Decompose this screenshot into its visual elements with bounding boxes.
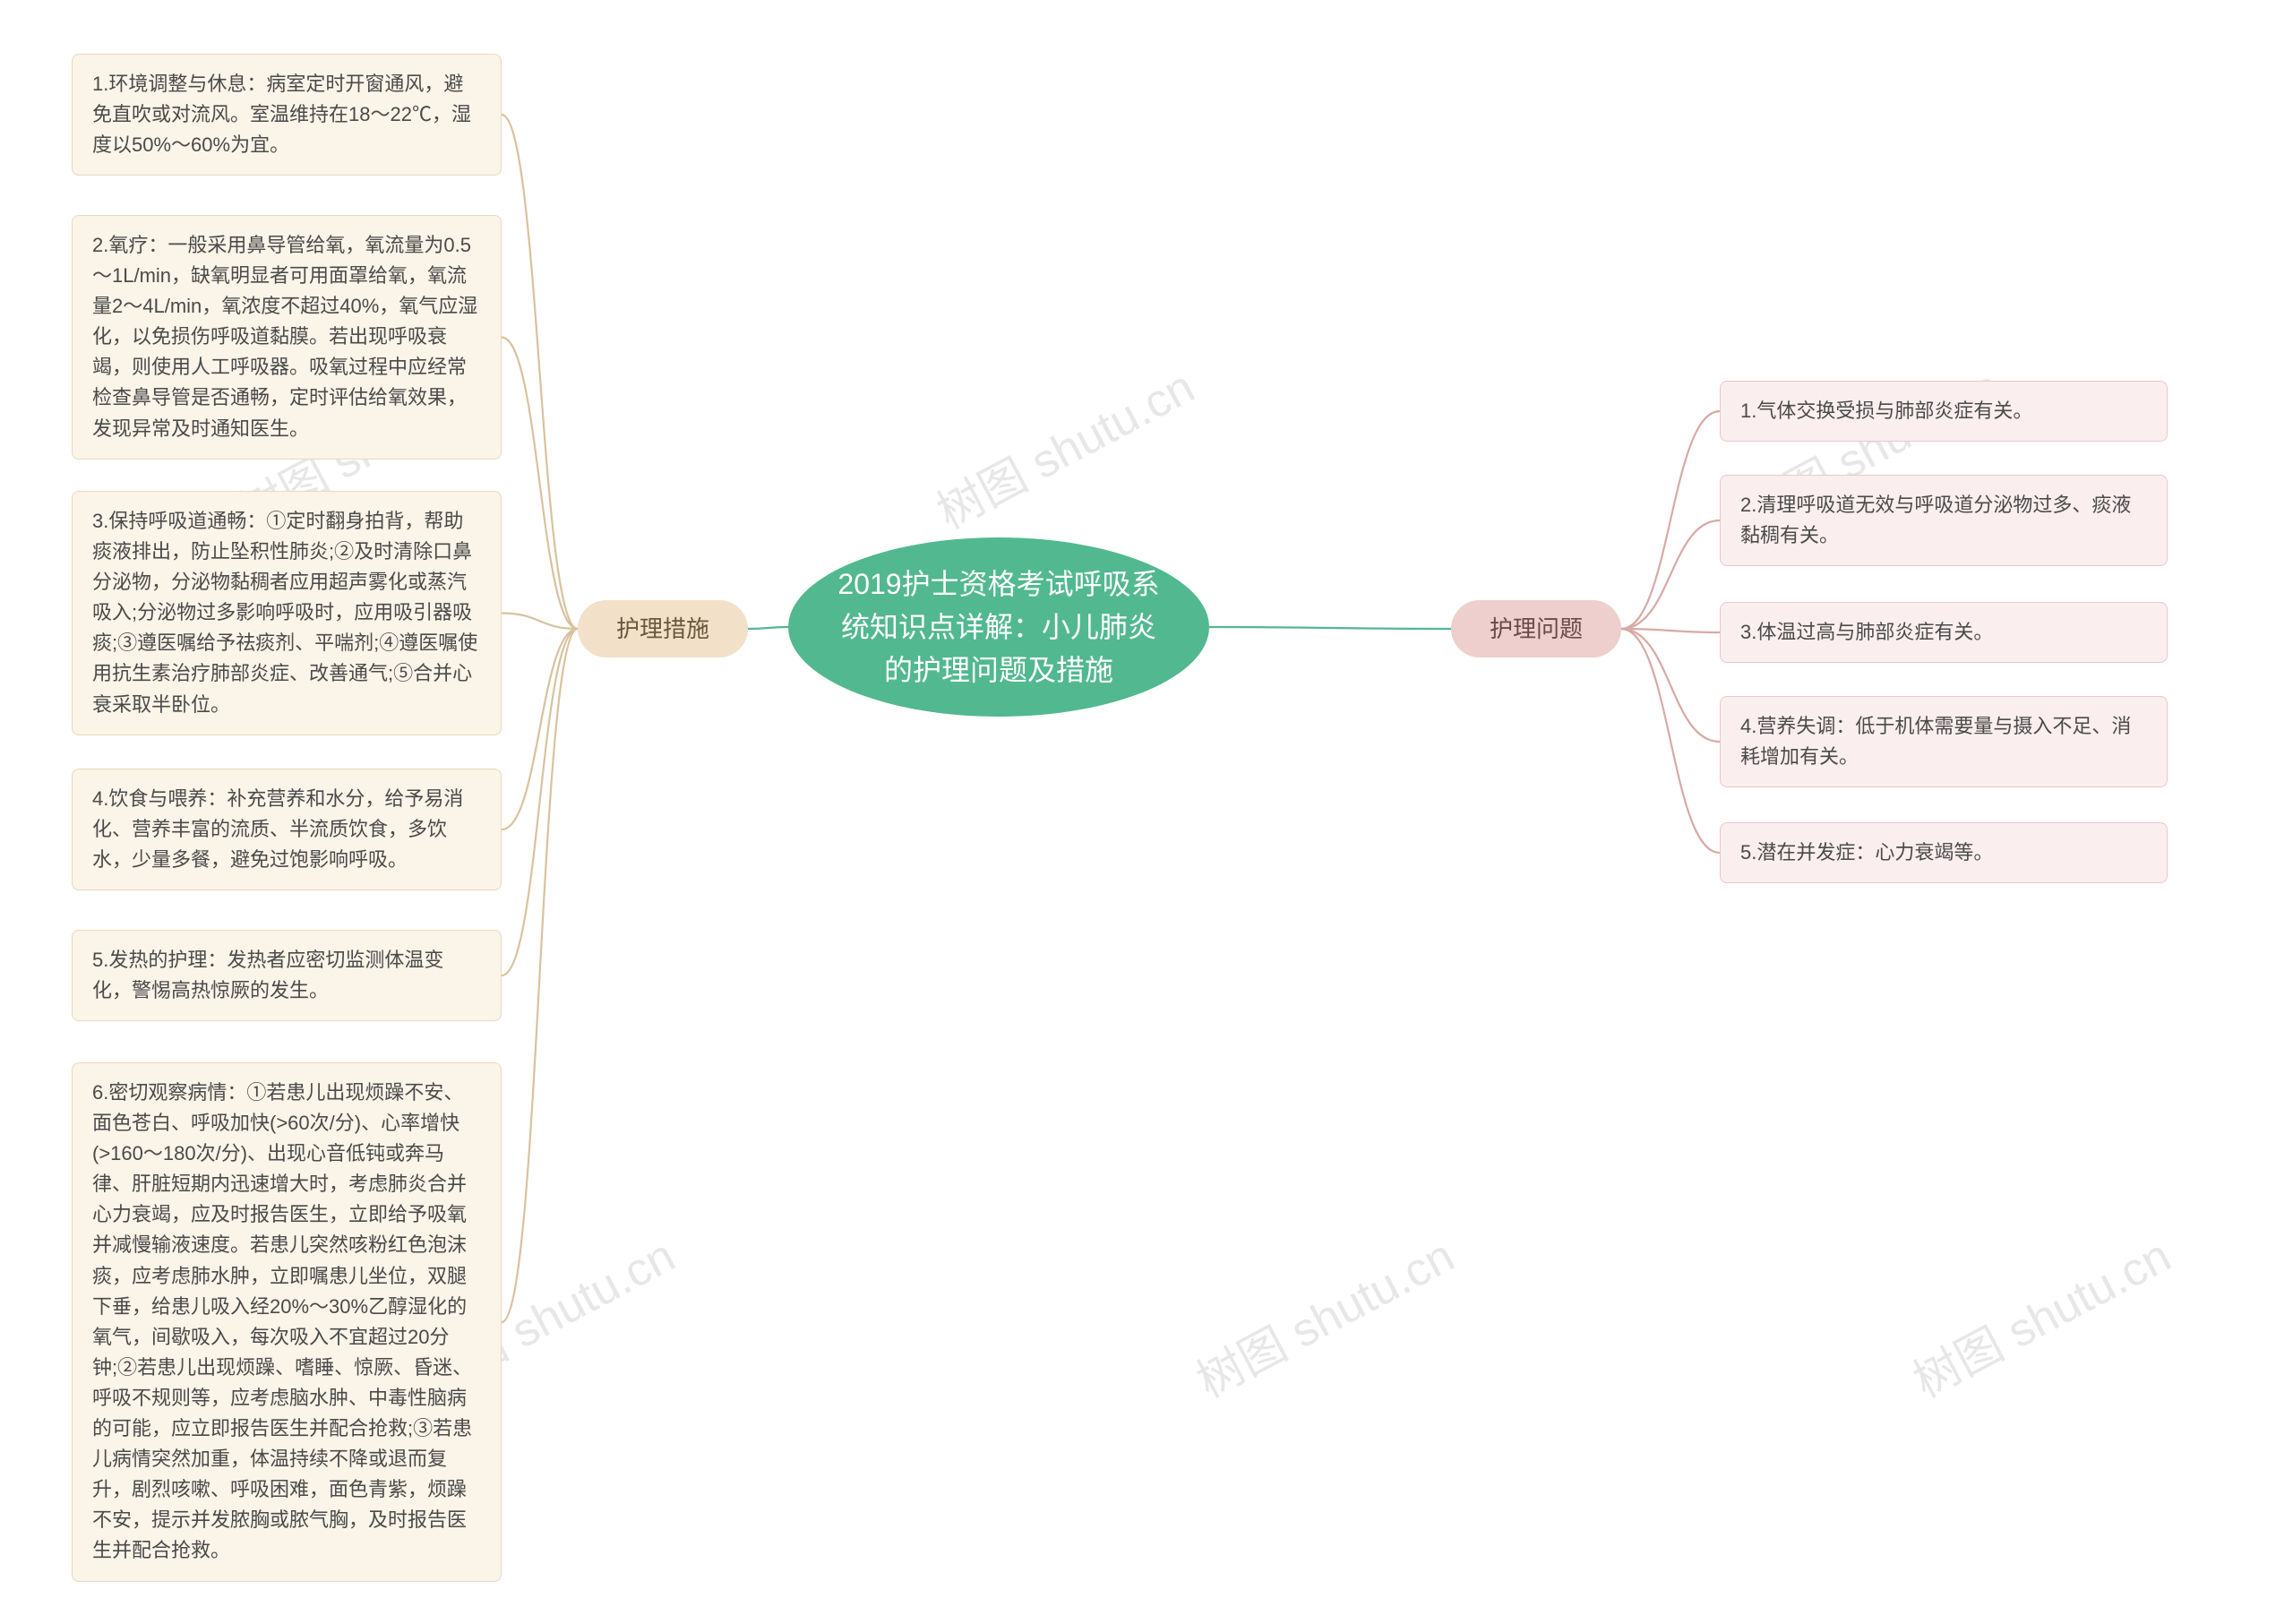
leaf-node[interactable]: 3.保持呼吸道通畅：①定时翻身拍背，帮助痰液排出，防止坠积性肺炎;②及时清除口鼻… <box>72 491 502 735</box>
mindmap-canvas: 树图 shutu.cn 树图 shutu.cn 树图 shutu.cn 树图 s… <box>0 0 2293 1624</box>
watermark: 树图 shutu.cn <box>923 349 1204 541</box>
branch-nursing-problems[interactable]: 护理问题 <box>1451 600 1621 657</box>
leaf-node[interactable]: 2.氧疗：一般采用鼻导管给氧，氧流量为0.5～1L/min，缺氧明显者可用面罩给… <box>72 215 502 460</box>
branch-nursing-measures[interactable]: 护理措施 <box>578 600 748 657</box>
watermark: 树图 shutu.cn <box>1183 1218 1464 1410</box>
leaf-node[interactable]: 3.体温过高与肺部炎症有关。 <box>1720 602 2168 663</box>
leaf-node[interactable]: 2.清理呼吸道无效与呼吸道分泌物过多、痰液黏稠有关。 <box>1720 475 2168 566</box>
leaf-node[interactable]: 5.发热的护理：发热者应密切监测体温变化，警惕高热惊厥的发生。 <box>72 930 502 1021</box>
leaf-node[interactable]: 1.气体交换受损与肺部炎症有关。 <box>1720 381 2168 442</box>
watermark: 树图 shutu.cn <box>1900 1218 2180 1410</box>
leaf-node[interactable]: 6.密切观察病情：①若患儿出现烦躁不安、面色苍白、呼吸加快(>60次/分)、心率… <box>72 1062 502 1582</box>
leaf-node[interactable]: 4.营养失调：低于机体需要量与摄入不足、消耗增加有关。 <box>1720 696 2168 787</box>
central-topic[interactable]: 2019护士资格考试呼吸系统知识点详解：小儿肺炎的护理问题及措施 <box>788 537 1209 717</box>
leaf-node[interactable]: 4.饮食与喂养：补充营养和水分，给予易消化、营养丰富的流质、半流质饮食，多饮水，… <box>72 769 502 890</box>
leaf-node[interactable]: 5.潜在并发症：心力衰竭等。 <box>1720 822 2168 883</box>
leaf-node[interactable]: 1.环境调整与休息：病室定时开窗通风，避免直吹或对流风。室温维持在18～22℃，… <box>72 54 502 176</box>
